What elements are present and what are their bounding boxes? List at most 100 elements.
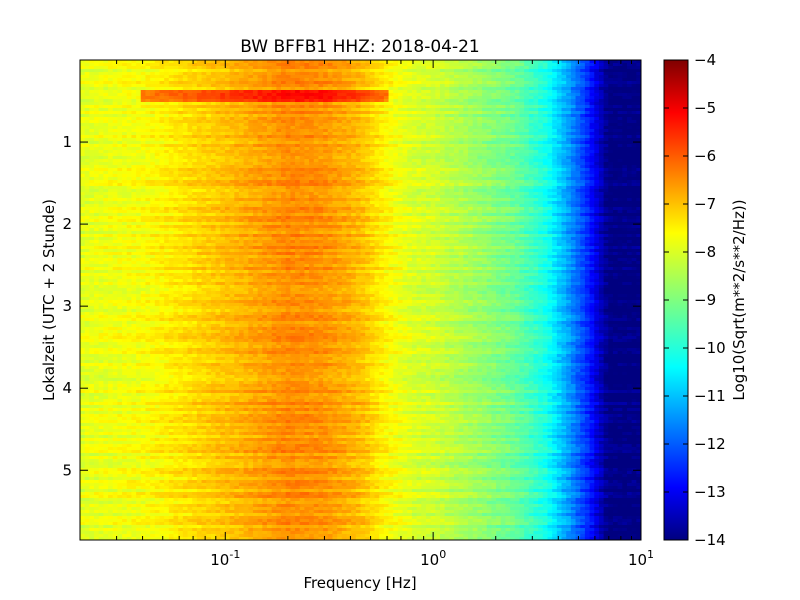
heatmap-cell: [486, 72, 492, 76]
heatmap-cell: [631, 81, 637, 85]
heatmap-cell: [173, 99, 179, 103]
heatmap-cell: [229, 78, 235, 82]
heatmap-cell: [533, 123, 539, 127]
heatmap-cell: [575, 66, 581, 70]
heatmap-cell: [538, 75, 544, 79]
heatmap-cell: [140, 66, 147, 70]
heatmap-cell: [89, 84, 95, 88]
heatmap-cell: [468, 123, 474, 127]
heatmap-cell: [182, 123, 189, 127]
heatmap-cell: [603, 123, 609, 127]
heatmap-cell: [108, 99, 114, 103]
heatmap-cell: [215, 132, 221, 136]
heatmap-cell: [309, 129, 315, 133]
heatmap-cell: [323, 96, 329, 100]
heatmap-cell: [168, 123, 175, 127]
heatmap-cell: [388, 63, 394, 67]
heatmap-cell: [425, 114, 432, 118]
heatmap-cell: [388, 129, 394, 133]
heatmap-cell: [500, 123, 507, 127]
heatmap-cell: [449, 66, 455, 70]
heatmap-cell: [584, 60, 591, 64]
heatmap-cell: [187, 72, 193, 76]
heatmap-cell: [617, 75, 623, 79]
heatmap-cell: [173, 87, 179, 91]
heatmap-cell: [379, 63, 385, 67]
heatmap-cell: [425, 81, 432, 85]
heatmap-cell: [131, 84, 137, 88]
heatmap-cell: [267, 84, 273, 88]
heatmap-cell: [589, 72, 595, 76]
heatmap-cell: [547, 108, 553, 112]
heatmap-cell: [173, 129, 179, 133]
heatmap-cell: [365, 102, 371, 106]
heatmap-cell: [154, 132, 161, 136]
heatmap-cell: [636, 120, 641, 124]
heatmap-cell: [103, 105, 109, 109]
heatmap-cell: [360, 72, 366, 76]
heatmap-cell: [365, 75, 371, 79]
heatmap-cell: [210, 117, 217, 121]
heatmap-cell: [145, 60, 151, 64]
heatmap-cell: [514, 111, 521, 115]
heatmap-cell: [598, 81, 605, 85]
heatmap-cell: [468, 60, 474, 64]
heatmap-cell: [617, 63, 623, 67]
heatmap-cell: [295, 90, 301, 94]
heatmap-cell: [402, 99, 408, 103]
heatmap-cell: [547, 81, 553, 85]
heatmap-cell: [117, 69, 123, 73]
heatmap-cell: [131, 72, 137, 76]
heatmap-cell: [276, 96, 282, 100]
heatmap-cell: [206, 105, 212, 109]
heatmap-cell: [182, 126, 189, 130]
heatmap-cell: [122, 102, 128, 106]
heatmap-cell: [556, 87, 563, 91]
heatmap-cell: [463, 69, 469, 73]
heatmap-cell: [337, 111, 343, 115]
heatmap-cell: [411, 63, 418, 67]
heatmap-cell: [252, 123, 259, 127]
heatmap-cell: [145, 105, 151, 109]
heatmap-cell: [318, 132, 324, 136]
heatmap-cell: [594, 81, 600, 85]
heatmap-cell: [580, 81, 586, 85]
heatmap-cell: [580, 72, 586, 76]
heatmap-cell: [201, 60, 207, 64]
heatmap-cell: [201, 120, 207, 124]
heatmap-cell: [486, 108, 492, 112]
heatmap-cell: [556, 123, 563, 127]
heatmap-cell: [411, 105, 418, 109]
heatmap-cell: [94, 84, 100, 88]
heatmap-cell: [360, 120, 366, 124]
heatmap-cell: [524, 87, 530, 91]
heatmap-cell: [374, 102, 380, 106]
heatmap-cell: [248, 105, 254, 109]
heatmap-cell: [196, 96, 203, 100]
heatmap-cell: [463, 87, 469, 91]
heatmap-cell: [552, 69, 558, 73]
heatmap-cell: [542, 63, 549, 67]
heatmap-cell: [439, 111, 446, 115]
heatmap-cell: [323, 132, 329, 136]
heatmap-cell: [108, 72, 114, 76]
heatmap-cell: [252, 111, 259, 115]
heatmap-cell: [313, 78, 320, 82]
heatmap-cell: [210, 129, 217, 133]
heatmap-cell: [594, 117, 600, 121]
heatmap-cell: [547, 84, 553, 88]
heatmap-cell: [388, 120, 394, 124]
heatmap-cell: [411, 117, 418, 121]
heatmap-cell: [112, 63, 118, 67]
heatmap-cell: [603, 105, 609, 109]
heatmap-cell: [622, 114, 628, 118]
heatmap-cell: [411, 69, 418, 73]
heatmap-cell: [388, 96, 394, 100]
heatmap-cell: [388, 81, 394, 85]
heatmap-cell: [168, 102, 175, 106]
heatmap-cell: [514, 99, 521, 103]
heatmap-cell: [332, 93, 338, 97]
heatmap-cell: [505, 87, 511, 91]
heatmap-cell: [108, 114, 114, 118]
heatmap-cell: [468, 63, 474, 67]
